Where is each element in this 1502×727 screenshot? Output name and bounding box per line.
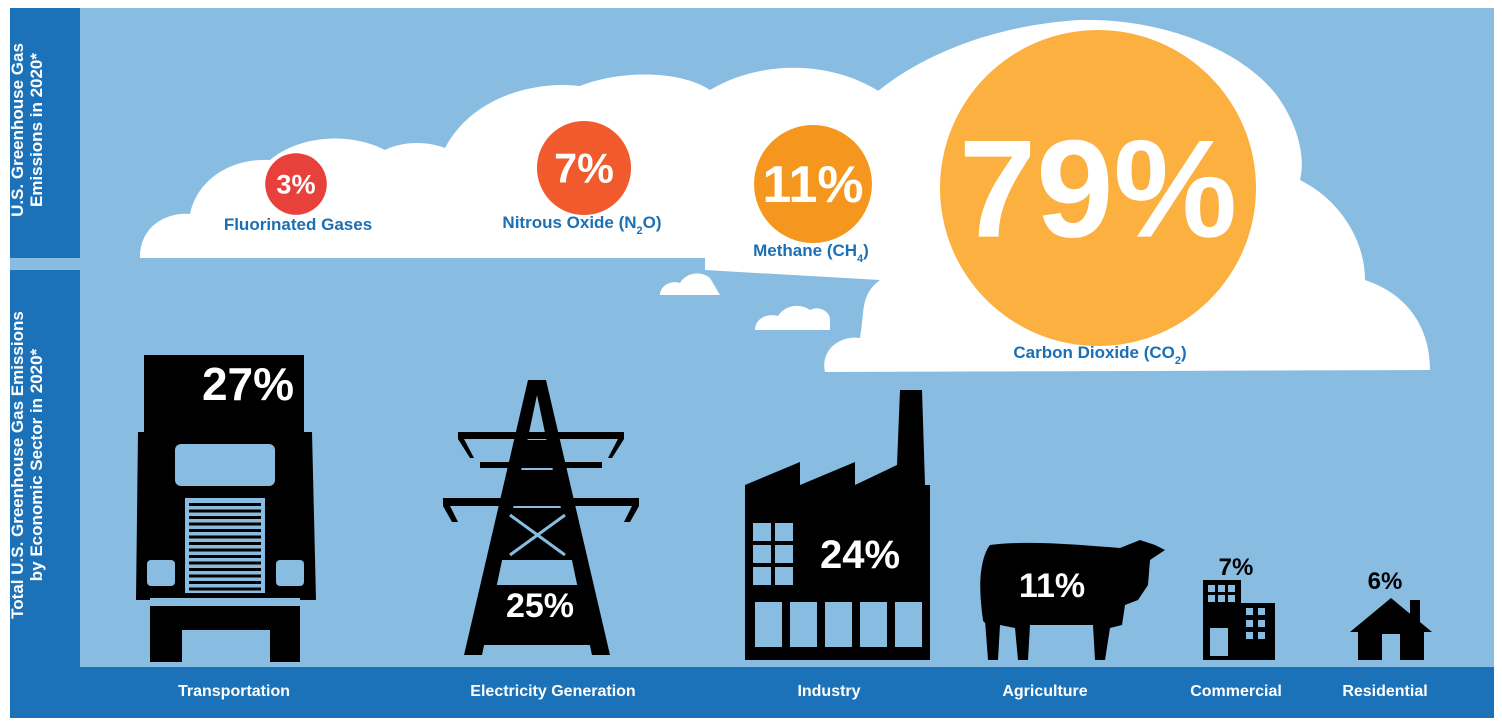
gas-value-label: 79% (959, 112, 1237, 267)
office-building-icon (1203, 580, 1275, 660)
gas-category-label: Fluorinated Gases (224, 215, 372, 234)
chart-title-gases: U.S. Greenhouse Gas Emissions in 2020* (8, 10, 54, 250)
sidebar-bottom-panel (10, 270, 80, 667)
chart-title-sectors-text: Total U.S. Greenhouse Gas Emissions by Ec… (8, 311, 47, 619)
truck-icon (136, 355, 316, 662)
sector-value-label: 25% (506, 587, 574, 625)
cloud-puff-small-1 (660, 273, 720, 295)
sector-value-label: 24% (820, 533, 900, 577)
gas-category-label: Methane (CH4) (753, 241, 869, 265)
sector-label-bar (10, 667, 1494, 718)
gas-category-label: Nitrous Oxide (N2O) (502, 213, 661, 237)
gas-bubble (265, 153, 327, 215)
sector-icons (136, 355, 1432, 662)
gas-value-label: 11% (763, 155, 864, 213)
sector-value-label: 11% (1019, 567, 1085, 605)
transmission-tower-icon (443, 380, 639, 655)
sector-values: 27% 25% 24% 11% 7% 6% (202, 358, 1402, 625)
gas-bubble (754, 125, 872, 243)
sector-category-label: Residential (1342, 683, 1427, 700)
sector-value-label: 7% (1219, 554, 1254, 581)
sector-category-label: Electricity Generation (470, 683, 635, 700)
gas-bubble (536, 120, 632, 216)
chart-title-sectors: Total U.S. Greenhouse Gas Emissions by Ec… (8, 270, 54, 660)
gas-category-label: Carbon Dioxide (CO2) (1013, 343, 1186, 367)
sector-category-label: Agriculture (1002, 683, 1087, 700)
house-icon (1350, 598, 1432, 660)
gas-value-label: 3% (276, 168, 315, 199)
factory-icon (745, 390, 930, 660)
chart-title-gases-text: U.S. Greenhouse Gas Emissions in 2020* (8, 43, 47, 217)
cloud-puff-small-2 (755, 305, 830, 330)
sector-category-label: Industry (797, 683, 860, 700)
sector-category-label: Commercial (1190, 683, 1282, 700)
sector-category-label: Transportation (178, 683, 290, 700)
sector-value-label: 27% (202, 358, 294, 410)
sector-value-label: 6% (1368, 568, 1403, 595)
gas-bubbles: 3% Fluorinated Gases 7% Nitrous Oxide (N2O)… (224, 30, 1256, 367)
sector-labels: Transportation Electricity Generation Indu… (178, 683, 1428, 700)
cow-icon (980, 540, 1165, 660)
gas-value-label: 7% (554, 145, 614, 191)
gas-bubble (940, 30, 1256, 346)
sidebar-top-panel (10, 8, 80, 258)
